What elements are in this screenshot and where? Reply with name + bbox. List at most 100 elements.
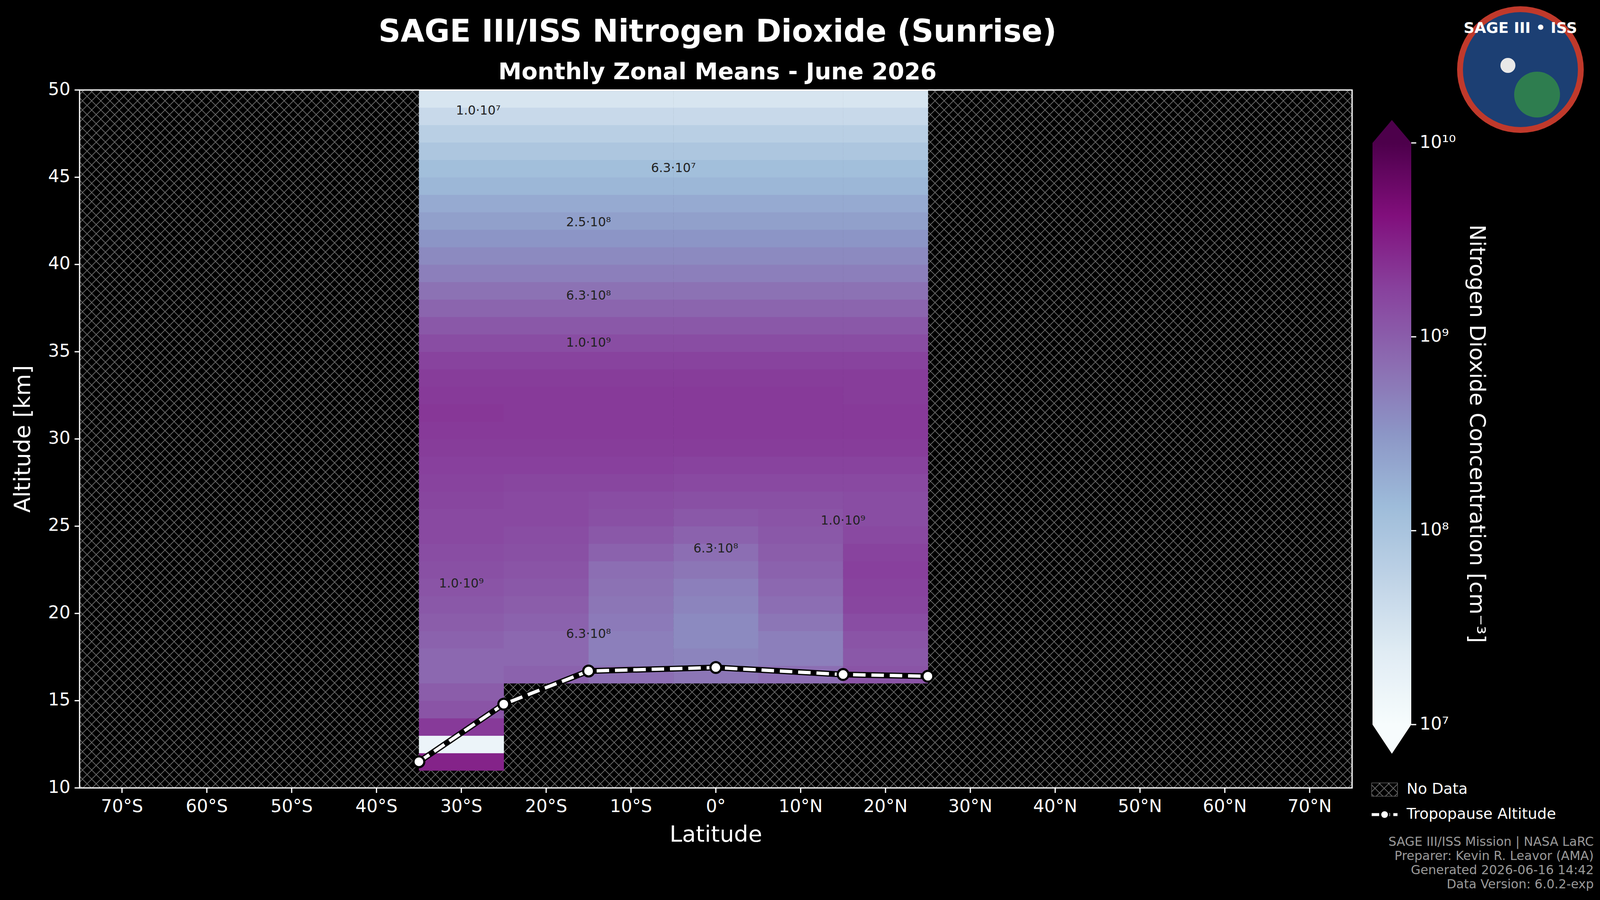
heat-cell	[673, 124, 759, 143]
heat-cell	[418, 281, 504, 300]
heat-cell	[503, 246, 589, 265]
colorbar-tick	[1411, 142, 1417, 144]
heat-cell	[588, 194, 674, 213]
heat-cell	[503, 595, 589, 614]
colorbar-label: Nitrogen Dioxide Concentration [cm⁻³]	[1465, 224, 1490, 643]
heat-cell	[503, 473, 589, 492]
tropopause-marker	[413, 756, 425, 768]
y-axis-title: Altitude [km]	[9, 365, 36, 513]
heat-cell	[842, 246, 928, 265]
heat-cell	[673, 107, 759, 125]
heat-cell	[758, 159, 844, 178]
footer-line: Generated 2026-06-16 14:42	[1410, 862, 1594, 878]
tropopause-marker	[922, 670, 934, 682]
x-tick-label: 20°N	[863, 795, 908, 817]
heat-cell	[673, 212, 759, 230]
heat-cell	[503, 316, 589, 335]
tropopause-marker	[710, 662, 722, 673]
heat-cell	[418, 177, 504, 195]
colorbar-tick-label: 10¹⁰	[1419, 131, 1456, 153]
heat-cell	[503, 386, 589, 405]
heat-cell	[673, 508, 759, 527]
contour-label: 6.3·10⁷	[650, 160, 696, 175]
heat-cell	[503, 369, 589, 388]
heat-cell	[418, 299, 504, 318]
heat-cell	[758, 613, 844, 632]
heat-cell	[758, 595, 844, 614]
heat-cell	[758, 264, 844, 283]
footer-line: SAGE III/ISS Mission | NASA LaRC	[1388, 834, 1594, 850]
heat-cell	[673, 194, 759, 213]
heat-cell	[588, 351, 674, 370]
heat-cell	[673, 142, 759, 160]
heat-cell	[588, 525, 674, 544]
plot-frame	[79, 90, 1353, 788]
heat-cell	[842, 316, 928, 335]
heat-cell	[673, 90, 759, 108]
heat-cell	[503, 142, 589, 160]
plot-data	[413, 90, 934, 771]
heat-cell	[588, 403, 674, 422]
heat-cell	[673, 229, 759, 248]
heat-cell	[842, 281, 928, 300]
heat-cell	[588, 107, 674, 125]
heat-cell	[588, 177, 674, 195]
heat-cell	[588, 473, 674, 492]
y-tick	[74, 89, 80, 91]
heat-cell	[503, 508, 589, 527]
y-tick	[74, 700, 80, 702]
heat-cell	[503, 438, 589, 457]
colorbar-extend-top	[1372, 120, 1412, 143]
heat-cell	[673, 403, 759, 422]
heat-cell	[503, 264, 589, 283]
heat-cell	[588, 316, 674, 335]
x-tick-label: 60°N	[1202, 795, 1248, 817]
heat-cell	[758, 177, 844, 195]
y-tick	[74, 351, 80, 353]
heat-cell	[418, 334, 504, 353]
heat-cell	[418, 613, 504, 632]
heat-cell	[842, 334, 928, 353]
heat-cell	[418, 246, 504, 265]
heat-cell	[842, 560, 928, 579]
heat-cell	[842, 491, 928, 510]
heat-cell	[758, 456, 844, 475]
heat-cell	[418, 508, 504, 527]
heat-cell	[673, 351, 759, 370]
x-tick-label: 50°N	[1117, 795, 1163, 817]
colorbar-tick-label: 10⁹	[1419, 325, 1449, 346]
heat-cell	[503, 90, 589, 108]
x-tick-label: 10°S	[610, 795, 653, 817]
heat-cell	[673, 630, 759, 649]
heat-cell	[842, 473, 928, 492]
x-tick-label: 30°N	[948, 795, 993, 817]
heat-cell	[842, 578, 928, 597]
x-tick-label: 60°S	[185, 795, 228, 817]
heat-cell	[842, 212, 928, 230]
x-tick	[1224, 787, 1226, 793]
heat-cell	[842, 177, 928, 195]
heat-cell	[418, 386, 504, 405]
heat-cell	[503, 421, 589, 440]
y-tick	[74, 525, 80, 527]
heat-cell	[673, 560, 759, 579]
y-tick	[74, 787, 80, 789]
heat-cell	[673, 299, 759, 318]
heat-cell	[418, 491, 504, 510]
heat-cell	[758, 648, 844, 667]
heat-cell	[758, 473, 844, 492]
x-tick-label: 0°	[705, 795, 726, 817]
heat-cell	[758, 543, 844, 562]
colorbar-extend-bottom	[1372, 724, 1412, 754]
x-tick-label: 40°S	[355, 795, 398, 817]
x-tick	[460, 787, 463, 793]
heat-cell	[503, 124, 589, 143]
heat-cell	[673, 177, 759, 195]
x-tick	[630, 787, 632, 793]
heat-cell	[758, 229, 844, 248]
heat-cell	[758, 560, 844, 579]
logo-text: SAGE III • ISS	[1463, 19, 1578, 37]
heat-cell	[842, 613, 928, 632]
heat-cell	[842, 229, 928, 248]
heat-cell	[418, 525, 504, 544]
